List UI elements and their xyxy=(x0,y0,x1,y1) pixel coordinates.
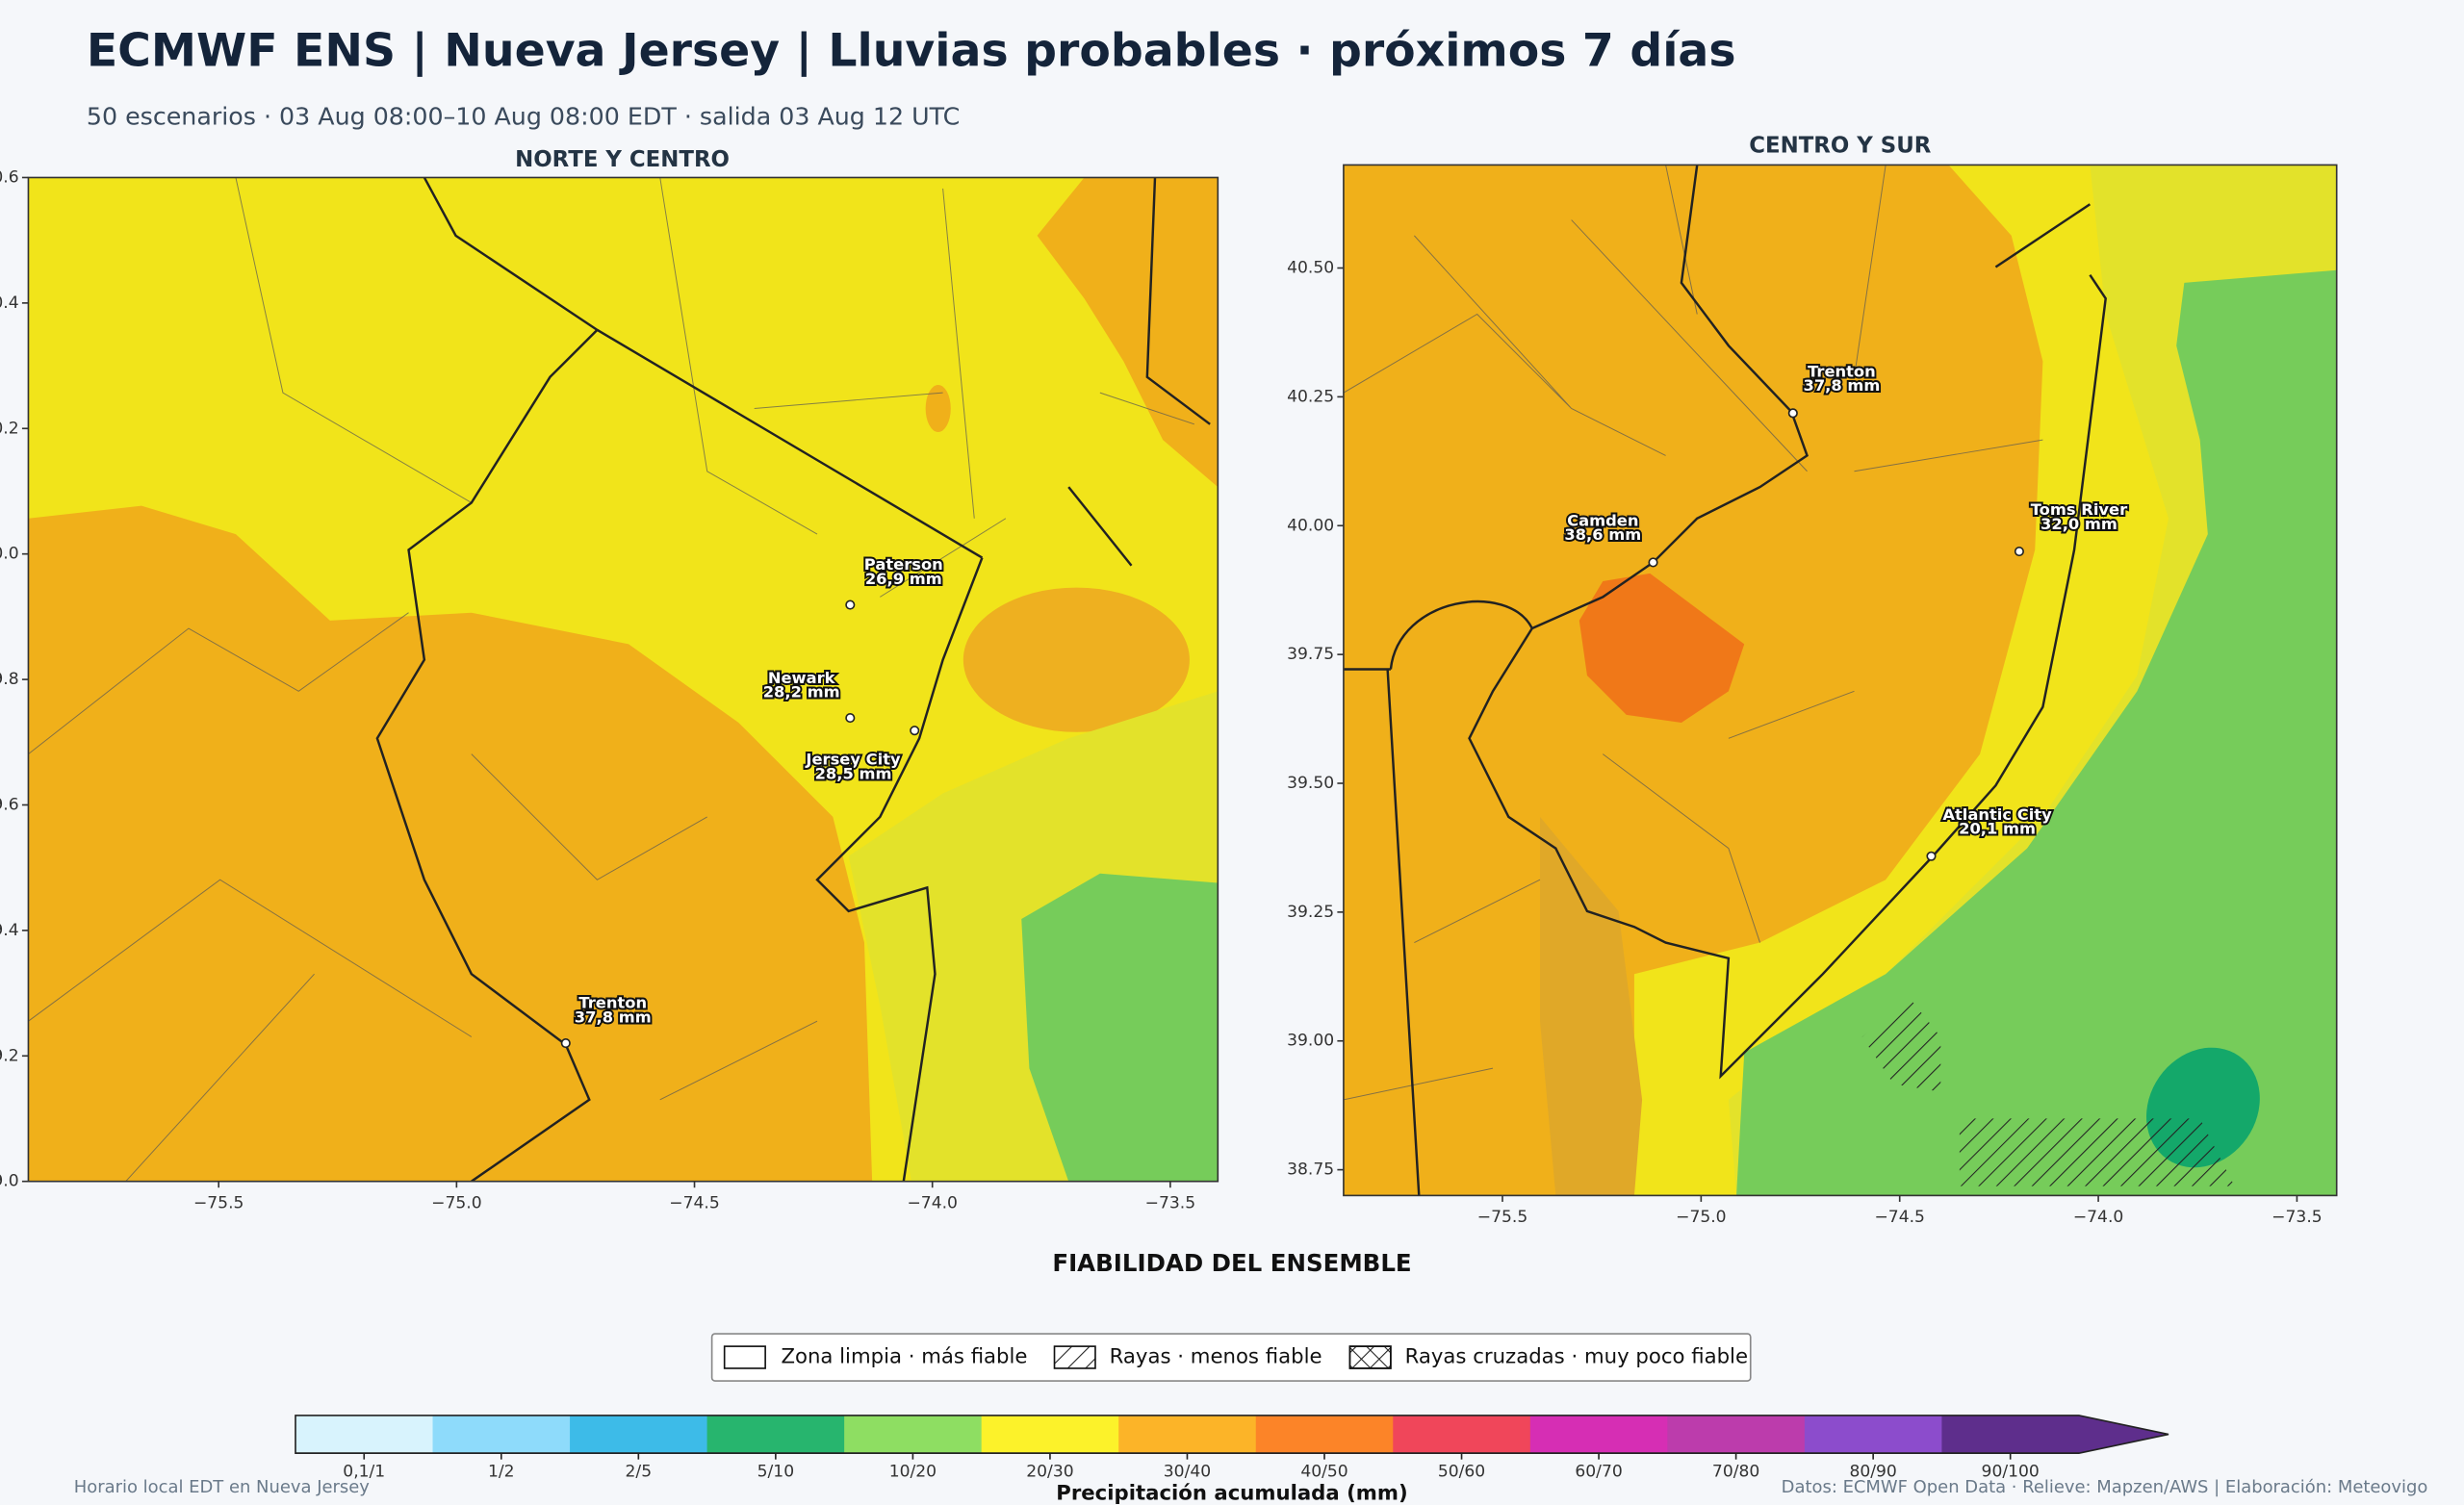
x-tick-label: −75.0 xyxy=(431,1194,481,1213)
panel-title: CENTRO Y SUR xyxy=(1749,133,1932,158)
colorbar-segment xyxy=(1941,1415,2080,1454)
colorbar-tick-label: 0,1/1 xyxy=(343,1463,385,1482)
frame-right xyxy=(1343,164,2338,1197)
reliability-title: FIABILIDAD DEL ENSEMBLE xyxy=(1052,1249,1411,1277)
city-name: Toms River xyxy=(2031,500,2127,519)
colorbar-segment xyxy=(295,1415,434,1454)
title: ECMWF ENS | Nueva Jersey | Lluvias proba… xyxy=(87,25,1736,78)
colorbar-segment xyxy=(1804,1415,1943,1454)
legend-box xyxy=(710,1333,1752,1382)
y-tick-label: 39.6 xyxy=(0,795,19,814)
legend-swatch xyxy=(723,1345,766,1369)
y-tick-label: 39.0 xyxy=(0,1172,19,1191)
colorbar-segment xyxy=(570,1415,708,1454)
y-tick-label: 40.00 xyxy=(1287,516,1334,535)
colorbar-segment xyxy=(432,1415,571,1454)
colorbar-tick-label: 80/90 xyxy=(1849,1463,1896,1482)
city-name: Trenton xyxy=(578,994,647,1012)
colorbar-tick-label: 70/80 xyxy=(1712,1463,1759,1482)
y-tick-label: 40.2 xyxy=(0,419,19,438)
subtitle: 50 escenarios · 03 Aug 08:00–10 Aug 08:0… xyxy=(87,102,960,130)
city-value: 28,2 mm xyxy=(763,682,840,701)
colorbar-label: Precipitación acumulada (mm) xyxy=(1056,1482,1407,1505)
y-tick-label: 40.0 xyxy=(0,545,19,564)
city-name: Atlantic City xyxy=(1942,805,2052,824)
y-tick-label: 39.75 xyxy=(1287,645,1334,664)
y-tick-label: 39.00 xyxy=(1287,1032,1334,1051)
colorbar-tick-label: 50/60 xyxy=(1438,1463,1485,1482)
colorbar-tick-label: 30/40 xyxy=(1164,1463,1211,1482)
colorbar-tick-label: 90/100 xyxy=(1982,1463,2040,1482)
city-name: Newark xyxy=(768,669,836,687)
city-dot xyxy=(560,1037,571,1049)
colorbar-tick-label: 60/70 xyxy=(1575,1463,1622,1482)
x-tick-label: −73.5 xyxy=(1145,1194,1195,1213)
x-tick-label: −75.5 xyxy=(193,1194,244,1213)
colorbar-extend xyxy=(2078,1415,2169,1454)
y-tick-label: 39.2 xyxy=(0,1046,19,1065)
colorbar-segment xyxy=(1118,1415,1257,1454)
footer-right: Datos: ECMWF Open Data · Relieve: Mapzen… xyxy=(1782,1477,2428,1497)
colorbar-tick-label: 1/2 xyxy=(488,1463,515,1482)
y-tick-label: 38.75 xyxy=(1287,1161,1334,1180)
x-tick-label: −74.0 xyxy=(907,1194,957,1213)
y-tick-label: 40.50 xyxy=(1287,259,1334,278)
city-value: 20,1 mm xyxy=(1959,819,2036,837)
x-tick-label: −74.5 xyxy=(669,1194,719,1213)
x-tick-label: −75.5 xyxy=(1477,1208,1527,1227)
y-tick-label: 39.50 xyxy=(1287,774,1334,793)
y-tick-label: 40.25 xyxy=(1287,387,1334,406)
map-right xyxy=(1343,165,2337,1196)
colorbar-frame xyxy=(295,1415,2169,1454)
colorbar-segment xyxy=(706,1415,845,1454)
city-name: Trenton xyxy=(1808,362,1876,380)
x-tick-label: −75.0 xyxy=(1676,1208,1726,1227)
colorbar-tick-label: 20/30 xyxy=(1026,1463,1073,1482)
city-value: 28,5 mm xyxy=(815,764,892,782)
colorbar-tick-label: 10/20 xyxy=(889,1463,937,1482)
y-tick-label: 40.4 xyxy=(0,293,19,313)
map-left xyxy=(28,177,1219,1182)
city-dot xyxy=(2014,546,2024,557)
city-dot xyxy=(845,713,856,724)
city-value: 26,9 mm xyxy=(865,570,942,588)
colorbar-tick-label: 40/50 xyxy=(1300,1463,1348,1482)
legend-label: Rayas · menos fiable xyxy=(1110,1345,1322,1369)
panel-title: NORTE Y CENTRO xyxy=(515,147,730,172)
city-name: Jersey City xyxy=(805,751,901,769)
city-value: 32,0 mm xyxy=(2040,515,2118,533)
colorbar-segment xyxy=(1255,1415,1395,1454)
city-dot xyxy=(910,726,920,736)
city-value: 37,8 mm xyxy=(1803,376,1880,395)
city-dot xyxy=(845,599,856,610)
x-tick-label: −73.5 xyxy=(2272,1208,2322,1227)
colorbar-tick-label: 5/10 xyxy=(757,1463,794,1482)
colorbar-segment xyxy=(1529,1415,1669,1454)
colorbar-tick-label: 2/5 xyxy=(626,1463,653,1482)
y-tick-label: 39.8 xyxy=(0,670,19,689)
colorbar-segment xyxy=(1393,1415,1531,1454)
y-tick-label: 39.4 xyxy=(0,921,19,940)
legend-label: Rayas cruzadas · muy poco fiable xyxy=(1405,1345,1748,1369)
legend-swatch xyxy=(1348,1345,1392,1369)
colorbar-segment xyxy=(981,1415,1120,1454)
x-tick-label: −74.5 xyxy=(1874,1208,1924,1227)
y-tick-label: 39.25 xyxy=(1287,903,1334,922)
city-name: Paterson xyxy=(864,555,943,574)
city-dot xyxy=(1926,851,1937,861)
y-tick-label: 40.6 xyxy=(0,167,19,187)
x-tick-label: −74.0 xyxy=(2073,1208,2123,1227)
city-dot xyxy=(1648,557,1658,568)
city-value: 37,8 mm xyxy=(575,1008,652,1026)
legend-swatch xyxy=(1053,1345,1096,1369)
colorbar-segment xyxy=(844,1415,983,1454)
footer-left: Horario local EDT en Nueva Jersey xyxy=(74,1477,370,1497)
city-dot xyxy=(1787,408,1798,419)
city-value: 38,6 mm xyxy=(1564,525,1641,544)
city-name: Camden xyxy=(1567,512,1638,530)
legend-label: Zona limpia · más fiable xyxy=(781,1345,1027,1369)
colorbar-segment xyxy=(1667,1415,1806,1454)
